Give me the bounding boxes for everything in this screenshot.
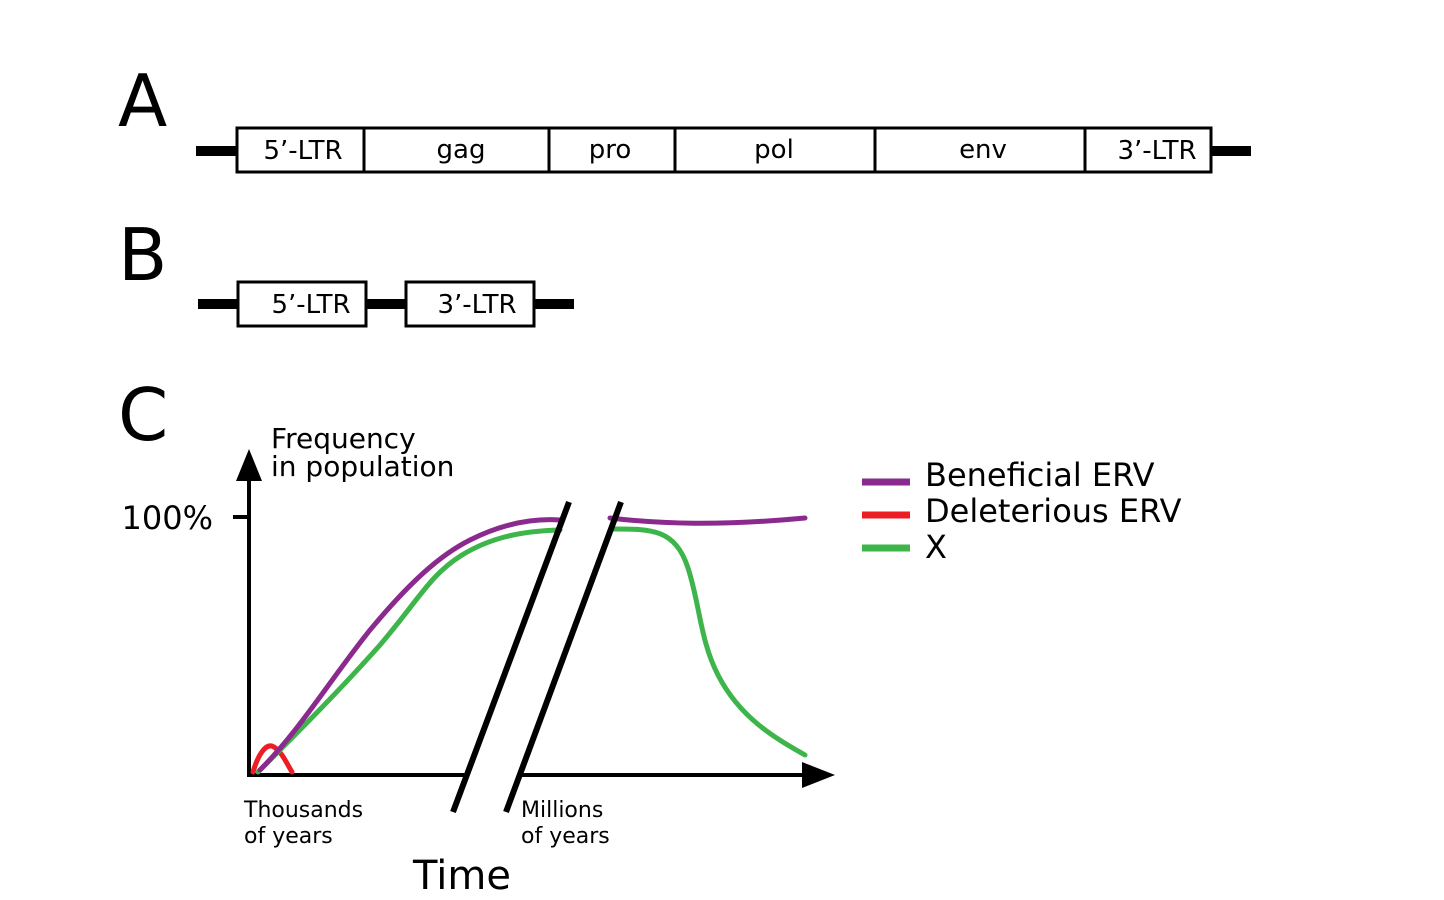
segment-a-pro — [547, 126, 677, 174]
segment-b-3ltr-label: 3’-LTR — [437, 290, 516, 320]
x-axis-arrowhead — [802, 762, 835, 788]
segment-a-pol — [673, 126, 877, 174]
curve-x-late — [609, 526, 808, 758]
y-axis-arrowhead — [236, 449, 262, 481]
segment-a-gag-label: gag — [437, 135, 486, 165]
y-axis-label-line2: in population — [271, 450, 454, 483]
curve-deleterious-erv — [250, 743, 295, 775]
legend-label-beneficial: Beneficial ERV — [925, 456, 1155, 494]
panel-c: C Frequency in population 100% Thousands… — [118, 373, 1182, 899]
x-label-millions-line1: Millions — [521, 798, 603, 823]
axis-break-left — [450, 500, 572, 814]
segment-a-5ltr-label: 5’-LTR — [263, 136, 342, 166]
segment-a-pro-label: pro — [589, 135, 632, 165]
panel-b: B 5’-LTR 3’-LTR — [118, 213, 574, 328]
curve-beneficial-erv-late — [607, 515, 808, 526]
x-axis-label: Time — [412, 853, 511, 899]
x-label-thousands-line2: of years — [244, 824, 333, 849]
curve-x-early — [255, 527, 563, 775]
y-axis-label-line1: Frequency — [271, 422, 416, 455]
segment-b-3ltr — [404, 280, 536, 328]
panel-a: A 5’-LTR gag pro pol env 3’-LTR — [118, 59, 1251, 174]
axis-break-right — [503, 500, 624, 814]
y-tick-100-label: 100% — [122, 499, 213, 537]
segment-a-3ltr-label: 3’-LTR — [1117, 136, 1196, 166]
segment-a-pol-label: pol — [754, 135, 794, 165]
x-label-thousands-line1: Thousands — [243, 798, 363, 823]
legend: Beneficial ERV Deleterious ERV X — [862, 456, 1182, 566]
legend-label-x: X — [925, 528, 947, 566]
panel-c-letter: C — [118, 373, 168, 457]
panel-b-letter: B — [118, 213, 167, 297]
legend-label-deleterious: Deleterious ERV — [925, 492, 1182, 530]
curve-beneficial-erv-early — [257, 517, 563, 773]
panel-a-letter: A — [118, 59, 167, 143]
x-label-millions-line2: of years — [521, 824, 610, 849]
segment-a-3ltr — [1083, 126, 1213, 174]
segment-b-5ltr — [236, 280, 368, 328]
segment-a-env-label: env — [959, 135, 1007, 165]
segment-b-5ltr-label: 5’-LTR — [271, 290, 350, 320]
